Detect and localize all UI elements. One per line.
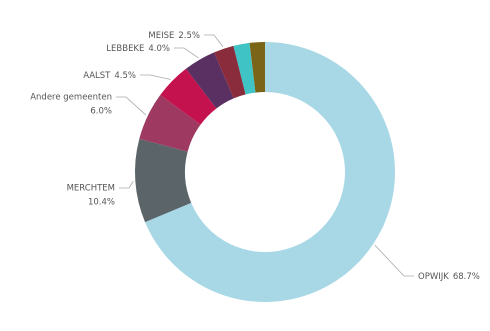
leader-line	[116, 96, 147, 116]
leader-line	[204, 34, 224, 48]
leader-line	[119, 180, 134, 189]
slice-value: 2.5%	[178, 31, 200, 41]
donut-slice	[214, 45, 246, 99]
leader-line	[140, 74, 171, 80]
donut-slice	[139, 94, 201, 152]
slice-value: 10.4%	[88, 198, 115, 208]
slice-value: 6.0%	[90, 107, 112, 117]
slice-name: AALST	[83, 71, 111, 81]
slice-label: Andere gemeenten	[30, 93, 112, 103]
leader-line	[174, 47, 199, 59]
donut-slice	[233, 42, 256, 95]
slice-name: OPWIJK	[418, 272, 449, 282]
slice-name: MEISE	[148, 31, 174, 41]
slice-label: OPWIJK 68.7%	[418, 272, 480, 282]
slice-value: 68.7%	[453, 272, 480, 282]
slice-label: MERCHTEM	[67, 184, 115, 194]
slice-label: AALST 4.5%	[83, 71, 136, 81]
slice-label: LEBBEKE 4.0%	[106, 44, 170, 54]
slice-name: LEBBEKE	[106, 44, 144, 54]
slice-label: MEISE 2.5%	[148, 31, 200, 41]
donut-slice	[249, 42, 265, 93]
leader-line	[374, 244, 414, 277]
donut-slice	[185, 52, 234, 109]
slice-value: 4.0%	[148, 44, 170, 54]
donut-slice	[160, 68, 217, 125]
slice-value: 4.5%	[114, 71, 136, 81]
donut-slice	[135, 138, 192, 223]
donut-slice	[145, 42, 395, 302]
